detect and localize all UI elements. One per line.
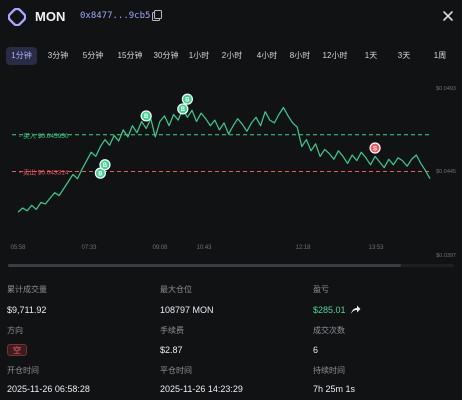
cumulative-volume-value: $9,711.92 [7,305,47,315]
fee-value: $2.87 [160,345,183,355]
y-tick-label: $0.0493 [436,86,456,92]
trade-stats: 累计成交量 $9,711.92 最大仓位 108797 MON 盈亏 $285.… [0,280,462,400]
tab-3d[interactable]: 3天 [397,51,411,60]
tab-2h[interactable]: 2小时 [221,51,243,60]
open-time-value: 2025-11-26 06:58:28 [7,384,90,394]
tab-4h[interactable]: 4小时 [256,51,278,60]
tab-15m[interactable]: 15分钟 [117,51,143,60]
buy-marker-label: B [98,171,103,177]
pnl-value: $285.01 [313,305,346,315]
duration-label: 持续时间 [313,366,345,375]
direction-label: 方向 [7,326,23,335]
x-tick-label: 09:08 [152,245,168,251]
x-tick-label: 13:53 [368,245,384,251]
price-chart[interactable]: - 买入 $0.045950- 卖出 $0.043314 BBBBBS$0.049… [0,80,462,270]
sell-marker[interactable] [369,142,381,154]
x-tick-label: 07:33 [81,245,97,251]
x-tick-label: 05:58 [10,245,26,251]
trade-count-value: 6 [313,345,319,355]
buy-marker-label: B [144,114,149,120]
direction-short-badge: 空 [7,344,27,356]
tab-1d[interactable]: 1天 [364,51,378,60]
sell-price-label: - 卖出 $0.043314 [19,168,69,177]
close-time-label: 平仓时间 [160,366,192,375]
tab-5m[interactable]: 5分钟 [82,51,104,60]
tab-1m[interactable]: 1分钟 [6,47,37,65]
tab-3m[interactable]: 3分钟 [47,51,69,60]
timeframe-tabs: 1分钟 3分钟 5分钟 15分钟 30分钟 1小时 2小时 4小时 8小时 12… [6,47,456,65]
trade-count-label: 成交次数 [313,326,345,335]
buy-marker[interactable] [99,159,111,171]
sell-marker-label: S [373,146,377,152]
buy-marker-label: B [103,163,108,169]
close-time-value: 2025-11-26 14:23:29 [160,384,243,394]
open-time-label: 开仓时间 [7,366,39,375]
x-tick-label: 10:43 [196,245,212,251]
tab-1h[interactable]: 1小时 [188,51,210,60]
tab-30m[interactable]: 30分钟 [153,51,179,60]
buy-marker[interactable] [181,93,193,105]
y-tick-label: $0.0397 [436,253,456,259]
tab-8h[interactable]: 8小时 [289,51,311,60]
buy-price-label: - 买入 $0.045950 [19,132,69,140]
share-icon[interactable] [350,304,361,315]
pnl-label: 盈亏 [313,285,329,294]
x-tick-label: 12:18 [295,245,311,251]
chart-scrollbar-thumb[interactable] [8,264,401,267]
buy-marker-label: B [185,97,190,103]
cumulative-volume-label: 累计成交量 [7,285,47,294]
contract-address[interactable]: 0x8477...9cb5 [80,11,151,21]
price-series-line [17,106,431,213]
y-tick-label: $0.0445 [436,169,456,175]
buy-marker[interactable] [140,110,152,122]
max-position-label: 最大仓位 [160,285,192,294]
tab-1w[interactable]: 1周 [433,51,447,60]
close-icon[interactable] [442,10,454,22]
fee-label: 手续费 [160,326,184,335]
buy-marker[interactable] [94,167,107,179]
hexagon-logo-icon [8,8,26,26]
buy-marker[interactable] [177,103,189,115]
header: MON 0x8477...9cb5 [0,0,462,34]
max-position-value: 108797 MON [160,305,214,315]
duration-value: 7h 25m 1s [313,384,356,394]
token-symbol: MON [35,9,66,24]
tab-12h[interactable]: 12小时 [322,51,348,60]
copy-icon[interactable] [152,10,162,21]
buy-marker-label: B [181,107,186,113]
